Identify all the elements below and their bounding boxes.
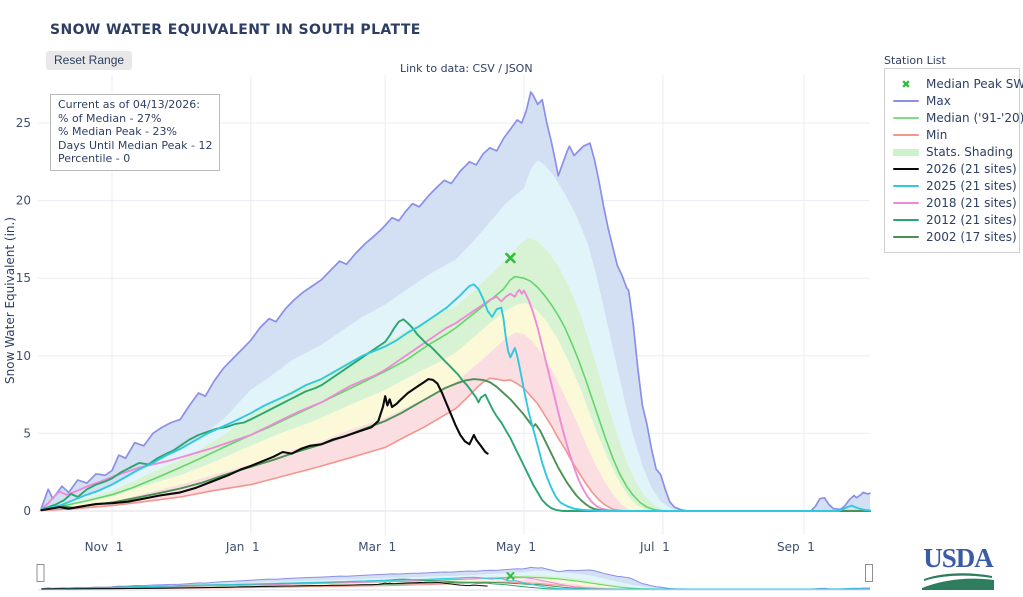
max-line-swatch (893, 100, 919, 102)
csv-link[interactable]: CSV (472, 62, 495, 75)
line-2018-swatch (893, 202, 919, 204)
legend-item-median[interactable]: Median ('91-'20) (893, 110, 1023, 126)
x-tick-label: Jul 1 (639, 540, 670, 554)
x-tick-label: Jan 1 (225, 540, 260, 554)
median-peak-x-icon: ✖ (901, 77, 911, 91)
current-status-box: Current as of 04/13/2026: % of Median - … (50, 94, 221, 171)
legend-item-stats-shading[interactable]: Stats. Shading (893, 144, 1013, 160)
legend-item-2018[interactable]: 2018 (21 sites) (893, 195, 1017, 211)
link-to-data: Link to data: CSV / JSON (400, 62, 533, 75)
band-p30-to-p10 (41, 303, 870, 511)
legend-item-max[interactable]: Max (893, 93, 1013, 109)
status-line-days-until-peak: Days Until Median Peak - 12 (58, 138, 213, 152)
legend: ✖ Median Peak SWE Max Median ('91-'20) Mi… (884, 68, 1023, 253)
status-line-date: Current as of 04/13/2026: (58, 98, 200, 111)
y-tick-label-15: 15 (16, 271, 31, 285)
band-max-to-p90 (41, 92, 870, 511)
reset-range-button[interactable]: Reset Range (46, 51, 133, 70)
median-line-swatch (893, 117, 919, 119)
nav-series-line-2025 (41, 576, 870, 590)
page-title: SNOW WATER EQUIVALENT IN SOUTH PLATTE (50, 22, 421, 38)
x-tick-label: May 1 (496, 540, 536, 554)
y-tick-label-0: 0 (23, 504, 31, 518)
x-tick-label: Sep 1 (777, 540, 815, 554)
status-line-percentile: Percentile - 0 (58, 152, 131, 165)
link-to-data-label: Link to data: (400, 62, 473, 75)
status-line-pct-median-peak: % Median Peak - 23% (58, 125, 177, 138)
series-line-2026 (40, 378, 489, 512)
series-line-min (40, 377, 871, 512)
series-line-2012 (40, 318, 871, 512)
line-2012-swatch (893, 219, 919, 221)
legend-item-2012[interactable]: 2012 (21 sites) (893, 212, 1017, 228)
nav-series-line-2026 (41, 581, 488, 590)
band-stats-shading (41, 237, 870, 512)
min-line-swatch (893, 134, 919, 136)
usda-logo-swoosh (922, 573, 994, 590)
y-tick-label-20: 20 (16, 194, 31, 208)
usda-logo: USDA (920, 543, 996, 594)
y-tick-label-25: 25 (16, 116, 31, 130)
series-line-2025 (40, 283, 871, 512)
line-2025-swatch (893, 185, 919, 187)
y-axis-title: Snow Water Equivalent (in.) (3, 216, 17, 384)
median-peak-swe-marker (505, 252, 516, 264)
legend-item-min[interactable]: Min (893, 127, 1013, 143)
series-line-2018 (40, 288, 871, 512)
legend-item-2002[interactable]: 2002 (17 sites) (893, 229, 1017, 245)
station-list-label: Station List (884, 54, 946, 67)
navigator-handle-right[interactable] (865, 564, 873, 582)
link-separator: / (494, 62, 506, 75)
nav-median-peak-swe-marker (506, 572, 515, 580)
legend-item-median-peak-swe[interactable]: ✖ Median Peak SWE (893, 76, 1023, 92)
series-line-median (40, 275, 871, 512)
nav-series-line-max (41, 566, 870, 590)
y-tick-label-5: 5 (23, 426, 31, 440)
y-tick-label-10: 10 (16, 349, 31, 363)
line-2026-swatch (893, 168, 919, 170)
legend-item-2025[interactable]: 2025 (21 sites) (893, 178, 1017, 194)
json-link[interactable]: JSON (505, 62, 533, 75)
series-line-max (40, 91, 871, 512)
series-line-2002 (40, 378, 871, 512)
line-2002-swatch (893, 236, 919, 238)
x-tick-label: Mar 1 (358, 540, 396, 554)
status-line-pct-median: % of Median - 27% (58, 111, 162, 125)
legend-item-2026[interactable]: 2026 (21 sites) (893, 161, 1017, 177)
usda-logo-text: USDA (923, 543, 994, 573)
x-tick-label: Nov 1 (85, 540, 124, 554)
stats-shading-swatch (893, 148, 919, 156)
navigator-handle-left[interactable] (36, 564, 45, 582)
